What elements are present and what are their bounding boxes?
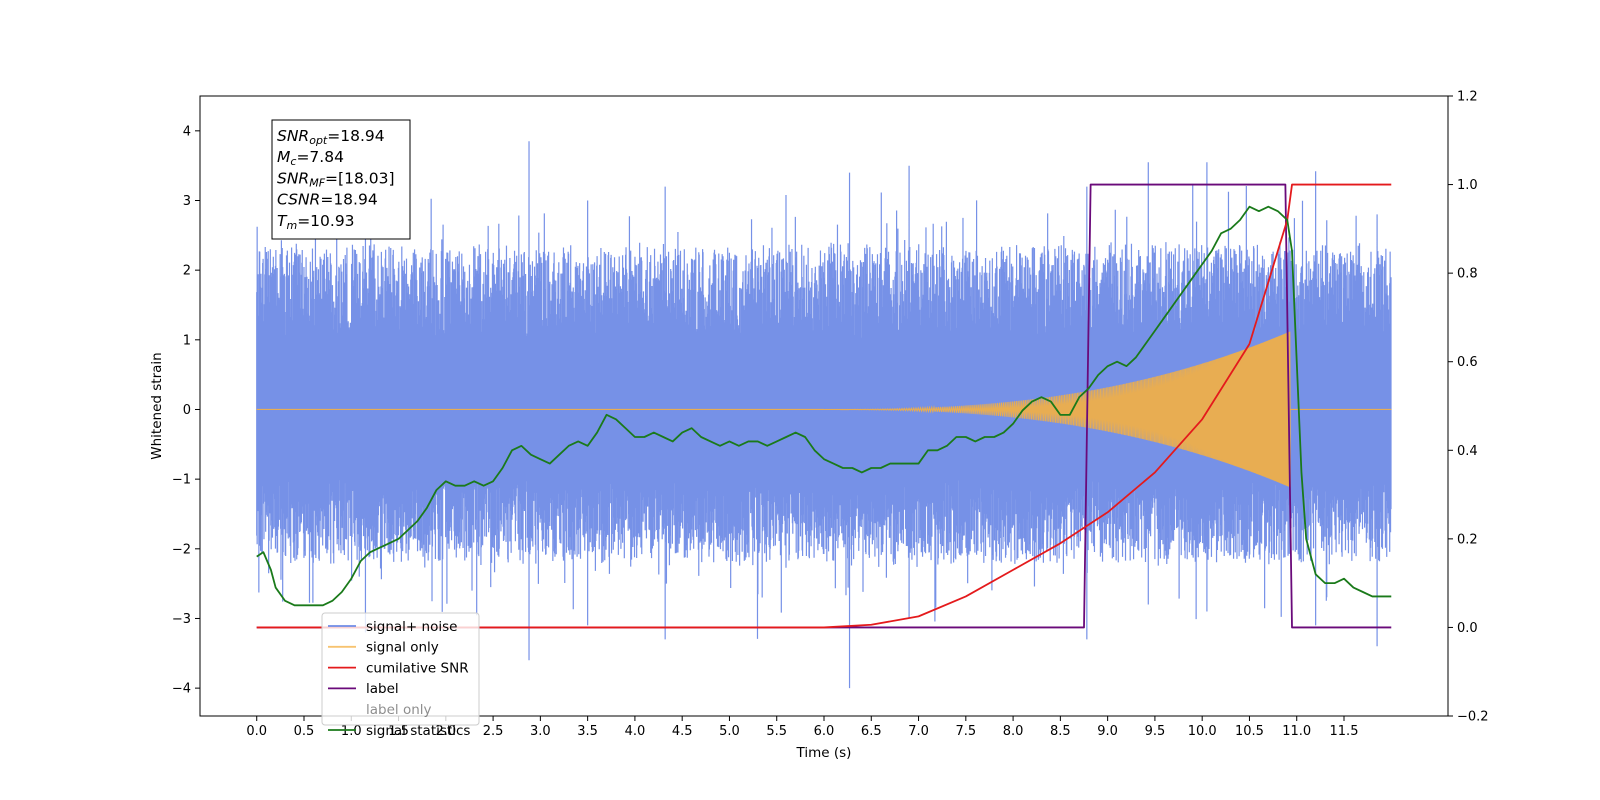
y-left-tick-label: −2 [172, 542, 191, 557]
y-right-tick-label: 0.8 [1457, 267, 1478, 282]
annotation-snr-opt: SNRopt=18.94 [277, 127, 385, 147]
x-tick-label: 9.5 [1145, 724, 1166, 739]
y-left-tick-label: −1 [172, 473, 191, 488]
y-right-tick-label: 0.4 [1457, 444, 1478, 459]
tick-layer: 0.0 0.5 1.0 1.5 2.0 2.5 3.0 3.5 4.0 4.5 5.0 5.5 6.0 6… [172, 90, 1489, 740]
x-tick-label: 6.5 [861, 724, 882, 739]
legend-entry: signal+ noise [366, 619, 457, 635]
y-right-tick-label: 1.2 [1457, 90, 1478, 105]
legend-entry: signal only [366, 640, 439, 656]
x-axis-label: Time (s) [796, 745, 852, 761]
x-tick-label: 3.5 [577, 724, 598, 739]
x-tick-label: 6.0 [814, 724, 835, 739]
y-axis-label: Whitened strain [149, 352, 165, 459]
x-tick-label: 1.5 [388, 724, 409, 739]
x-tick-label: 7.0 [908, 724, 929, 739]
y-right-tick-label: 0.6 [1457, 355, 1478, 370]
legend-entry: signal statistics [366, 723, 470, 739]
legend: signal+ noise signal only cumilative SNR la… [321, 612, 480, 739]
x-tick-label: 2.5 [483, 724, 504, 739]
y-right-tick-label: −0.2 [1457, 710, 1489, 725]
annotation-tm: Tm=10.93 [277, 212, 355, 232]
x-tick-label: 7.5 [955, 724, 976, 739]
x-tick-label: 4.0 [625, 724, 646, 739]
y-right-tick-label: 0.0 [1457, 621, 1478, 636]
x-tick-label: 11.0 [1282, 724, 1311, 739]
x-tick-label: 10.0 [1188, 724, 1217, 739]
x-tick-label: 10.5 [1235, 724, 1264, 739]
x-tick-label: 8.5 [1050, 724, 1071, 739]
x-tick-label: 4.5 [672, 724, 693, 739]
x-tick-label: 0.0 [246, 724, 267, 739]
x-tick-label: 0.5 [294, 724, 315, 739]
y-right-tick-label: 0.2 [1457, 532, 1478, 547]
y-right-tick-label: 1.0 [1457, 178, 1478, 193]
x-tick-label: 2.0 [435, 724, 456, 739]
annotation-frame [271, 119, 411, 240]
annotation-mc: Mc=7.84 [277, 148, 344, 168]
y-left-tick-label: 3 [183, 194, 191, 209]
legend-frame [321, 612, 480, 726]
x-tick-label: 5.0 [719, 724, 740, 739]
annotation-snr-mf: SNRMF=[18.03] [277, 169, 395, 189]
series-signal-statistics [256, 205, 1392, 607]
annotation-csnr: CSNR=18.94 [277, 191, 378, 209]
y-left-tick-label: 1 [183, 333, 191, 348]
series-label [256, 183, 1392, 629]
x-tick-label: 5.5 [766, 724, 787, 739]
y-left-tick-label: −4 [172, 682, 191, 697]
legend-entry: cumilative SNR [366, 660, 469, 676]
x-tick-label: 9.0 [1097, 724, 1118, 739]
x-tick-label: 11.5 [1330, 724, 1359, 739]
y-left-tick-label: −3 [172, 612, 191, 627]
y-left-tick-label: 0 [183, 403, 191, 418]
legend-entry: label [366, 681, 399, 697]
x-tick-label: 3.0 [530, 724, 551, 739]
x-tick-label: 1.0 [341, 724, 362, 739]
series-cumilative-snr [256, 183, 1392, 629]
legend-entry: label only [366, 702, 432, 718]
series-signal-only [256, 331, 1392, 488]
y-left-tick-label: 4 [183, 124, 191, 139]
x-tick-label: 8.0 [1003, 724, 1024, 739]
y-left-tick-label: 2 [183, 264, 191, 279]
data-layer [256, 141, 1392, 689]
